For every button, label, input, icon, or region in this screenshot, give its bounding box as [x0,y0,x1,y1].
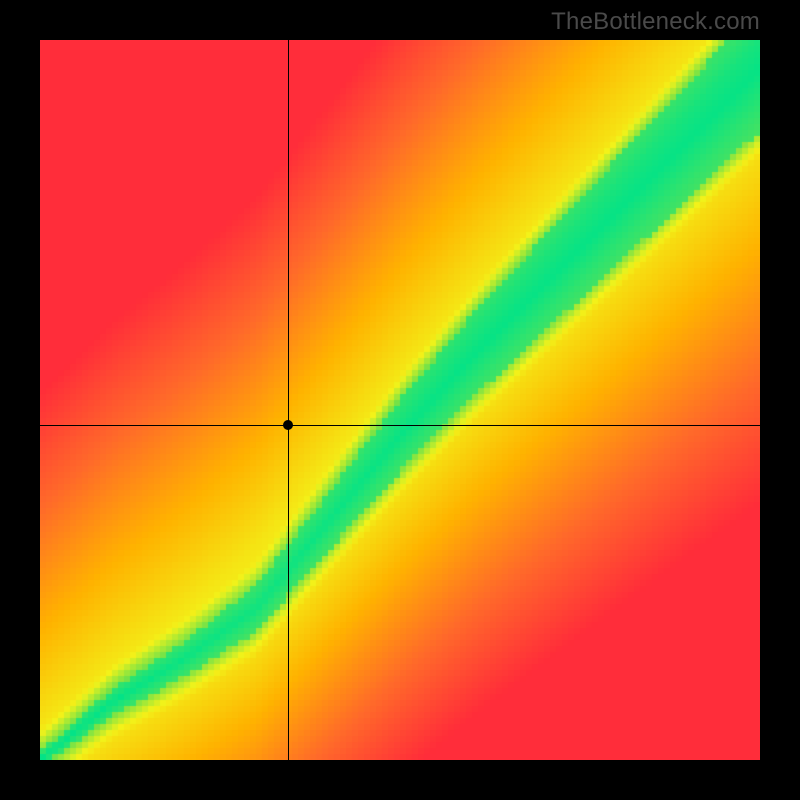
watermark-text: TheBottleneck.com [551,8,760,36]
plot-area [40,40,760,760]
chart-container: TheBottleneck.com [0,0,800,800]
heatmap-canvas [40,40,760,760]
